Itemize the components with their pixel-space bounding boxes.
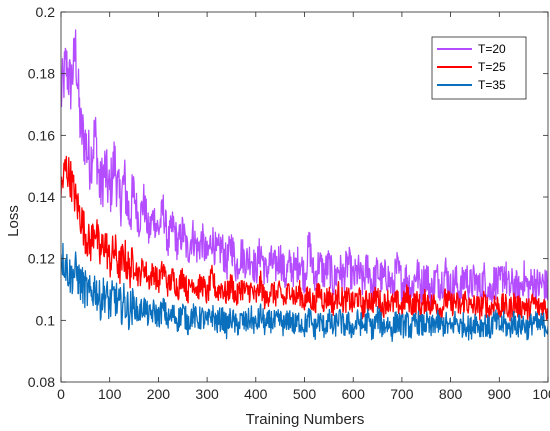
y-axis-title: Loss	[5, 205, 22, 237]
axes-layer	[60, 11, 549, 383]
x-axis-title: Training Numbers	[246, 411, 365, 428]
y-tick-label: 0.2	[36, 4, 56, 20]
x-tick-label: 500	[293, 386, 317, 402]
x-tick-label: 200	[147, 386, 171, 402]
y-tick-label: 0.16	[28, 127, 55, 143]
legend-label: T=25	[478, 60, 506, 74]
x-tick-label: 1000	[532, 386, 550, 402]
x-tick-label: 600	[342, 386, 366, 402]
x-tick-label: 100	[98, 386, 122, 402]
x-tick-label: 900	[488, 386, 512, 402]
y-tick-label: 0.1	[36, 312, 56, 328]
y-tick-label: 0.14	[28, 189, 55, 205]
x-tick-label: 300	[195, 386, 219, 402]
legend-label: T=35	[478, 78, 506, 92]
x-tick-label: 700	[390, 386, 414, 402]
legend-label: T=20	[478, 42, 506, 56]
legend: T=20 T=25 T=35	[431, 36, 527, 100]
x-tick-label: 800	[439, 386, 463, 402]
series-line-t-20	[61, 29, 548, 309]
x-tick-label: 0	[57, 386, 65, 402]
x-tick-labels: 0 100 200 300 400 500 600 700 800 900 1000	[57, 386, 550, 402]
y-tick-label: 0.12	[28, 251, 55, 267]
series-line-t-25	[61, 155, 548, 323]
y-tick-label: 0.08	[28, 374, 55, 390]
series-layer	[61, 29, 548, 343]
x-tick-label: 400	[244, 386, 268, 402]
y-tick-label: 0.18	[28, 66, 55, 82]
y-tick-labels: 0.08 0.1 0.12 0.14 0.16 0.18 0.2	[28, 4, 55, 390]
series-line-t-35	[61, 242, 548, 343]
